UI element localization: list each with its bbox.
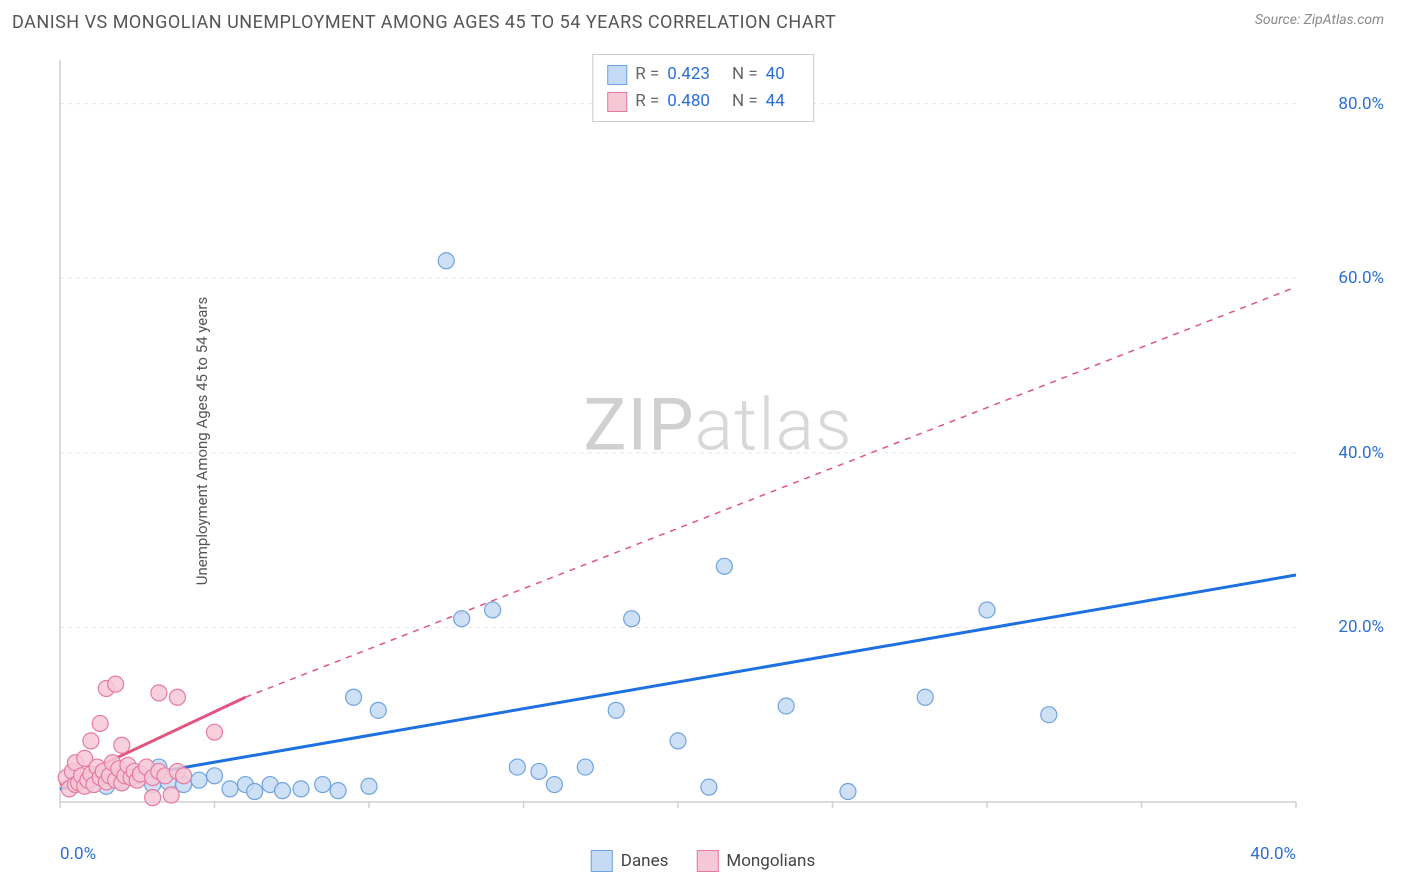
legend-item-danes: Danes <box>591 850 669 872</box>
n-label: N = <box>732 88 758 115</box>
stats-row-danes: R = 0.423 N = 40 <box>607 61 799 88</box>
chart-area: Unemployment Among Ages 45 to 54 years Z… <box>50 50 1386 832</box>
x-tick-label: 0.0% <box>60 844 96 864</box>
legend-label: Danes <box>621 851 669 871</box>
chart-title: DANISH VS MONGOLIAN UNEMPLOYMENT AMONG A… <box>12 12 836 33</box>
scatter-plot <box>50 50 1386 832</box>
legend-swatch-danes <box>591 850 613 872</box>
series-legend: Danes Mongolians <box>591 850 815 872</box>
r-label: R = <box>635 61 659 88</box>
r-label: R = <box>635 88 659 115</box>
y-tick-label: 40.0% <box>1338 443 1384 463</box>
swatch-danes <box>607 65 627 85</box>
r-value: 0.423 <box>667 61 710 88</box>
n-value: 44 <box>766 88 785 115</box>
x-tick-label: 40.0% <box>1250 844 1296 864</box>
y-tick-label: 20.0% <box>1338 617 1384 637</box>
legend-label: Mongolians <box>726 851 815 871</box>
y-tick-label: 80.0% <box>1338 94 1384 114</box>
n-value: 40 <box>766 61 785 88</box>
legend-item-mongolians: Mongolians <box>696 850 815 872</box>
stats-row-mongolians: R = 0.480 N = 44 <box>607 88 799 115</box>
r-value: 0.480 <box>667 88 710 115</box>
swatch-mongolians <box>607 92 627 112</box>
y-tick-label: 60.0% <box>1338 268 1384 288</box>
source-label: Source: ZipAtlas.com <box>1255 12 1384 28</box>
legend-swatch-mongolians <box>696 850 718 872</box>
n-label: N = <box>732 61 758 88</box>
stats-legend: R = 0.423 N = 40 R = 0.480 N = 44 <box>592 54 814 122</box>
